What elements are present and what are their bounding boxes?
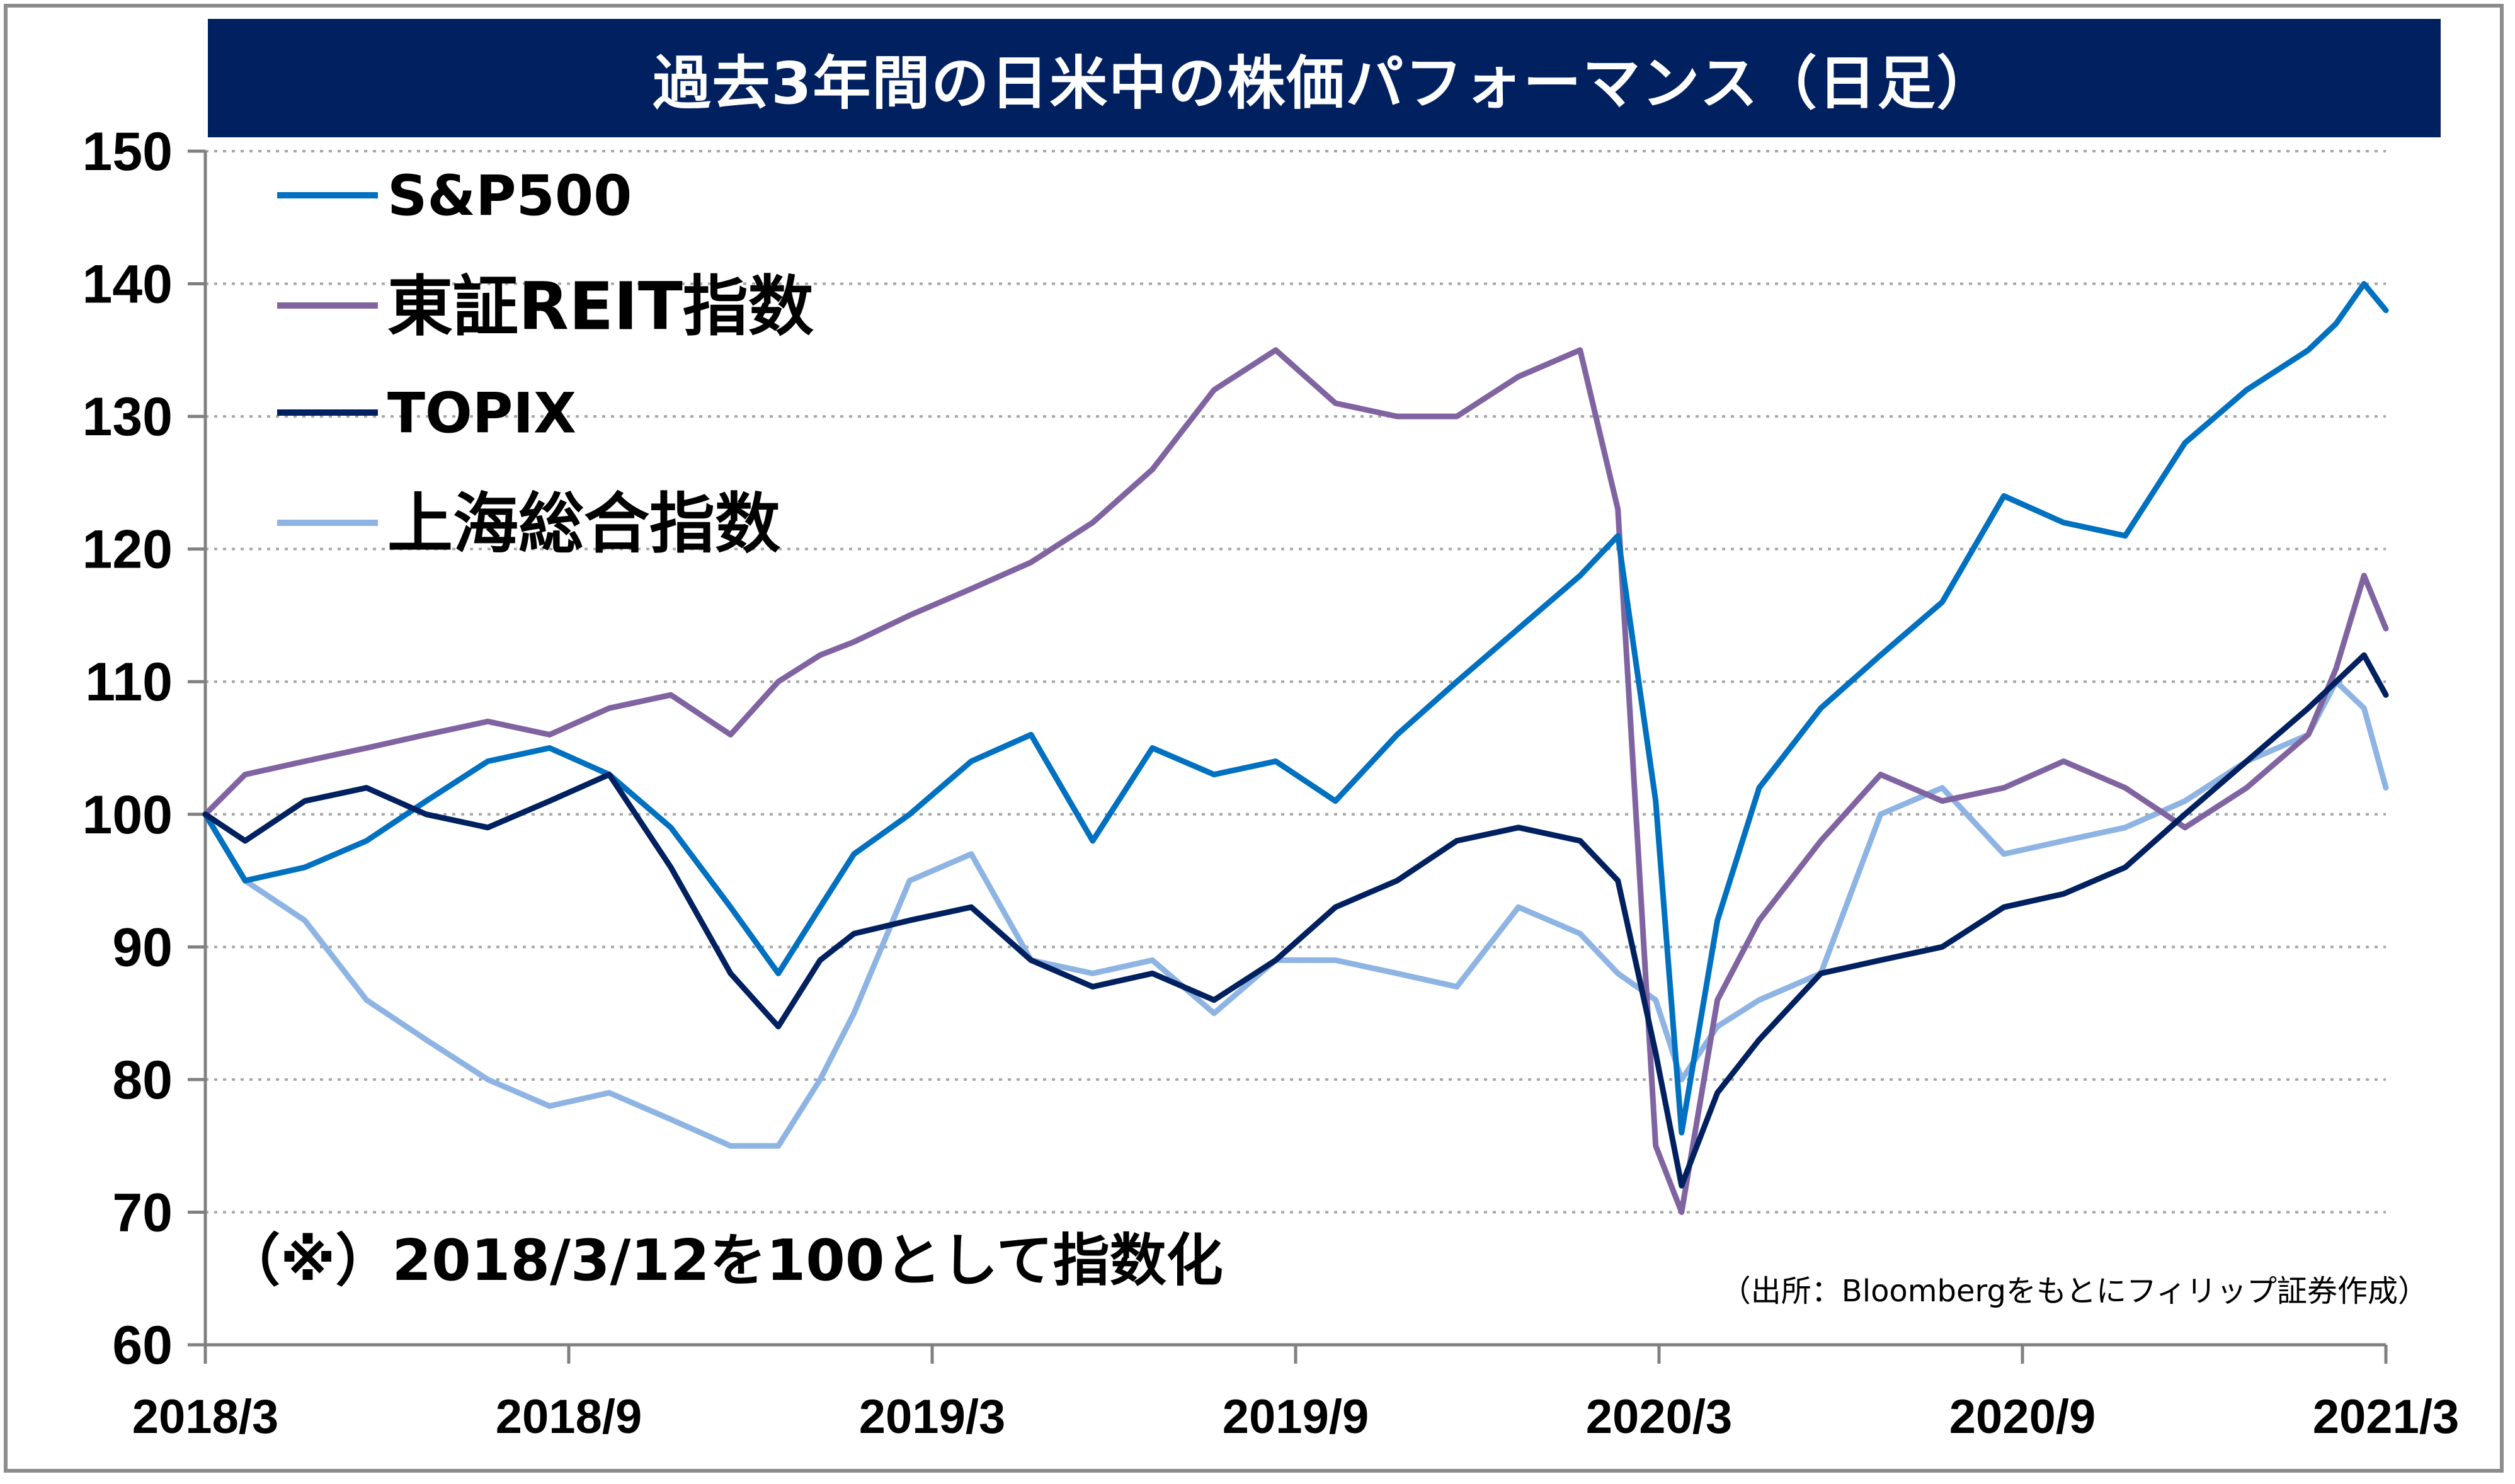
y-tick-label: 90 <box>112 917 173 978</box>
y-tick-label: 130 <box>83 387 173 447</box>
y-tick-label: 80 <box>112 1050 173 1110</box>
legend: S&P500 東証REIT指数 TOPIX 上海総合指数 <box>277 164 814 562</box>
y-tick-label: 60 <box>112 1315 173 1376</box>
legend-label-shanghai: 上海総合指数 <box>387 485 780 562</box>
y-tick-label: 140 <box>83 254 173 315</box>
source-note: （出所：Bloombergをもとにフィリップ証券作成） <box>1721 1274 2428 1309</box>
legend-label-sp500: S&P500 <box>387 164 632 229</box>
x-tick-label: 2018/3 <box>132 1390 278 1444</box>
y-tick-label: 70 <box>112 1182 173 1243</box>
axes: 60 70 80 90 100 110 120 130 140 150 2018/3 2018/9 20… <box>83 122 2460 1444</box>
series-line-topix <box>202 652 2389 1189</box>
x-tick-label: 2019/9 <box>1223 1390 1369 1444</box>
series-line-reit <box>202 347 2389 1215</box>
series-line-shanghai <box>202 678 2389 1149</box>
x-tick-label: 2018/9 <box>496 1390 642 1444</box>
x-tick-label: 2019/3 <box>859 1390 1005 1444</box>
x-tick-label: 2020/3 <box>1586 1390 1732 1444</box>
y-tick-label: 120 <box>83 520 173 580</box>
x-tick-label: 2020/9 <box>1949 1390 2096 1444</box>
y-tick-label: 150 <box>83 122 173 182</box>
chart-title: 過去3年間の日米中の株価パフォーマンス（日足） <box>208 19 2441 137</box>
gridlines <box>205 150 2386 1214</box>
y-tick-label: 100 <box>83 785 173 845</box>
x-tick-label: 2021/3 <box>2313 1390 2459 1444</box>
series-lines <box>202 281 2389 1215</box>
legend-label-reit: 東証REIT指数 <box>387 268 814 345</box>
y-tick-label: 110 <box>85 652 173 712</box>
series-line-sp500 <box>202 281 2389 1136</box>
legend-label-topix: TOPIX <box>387 381 576 446</box>
index-note: （※）2018/3/12を100として指数化 <box>224 1228 1223 1294</box>
